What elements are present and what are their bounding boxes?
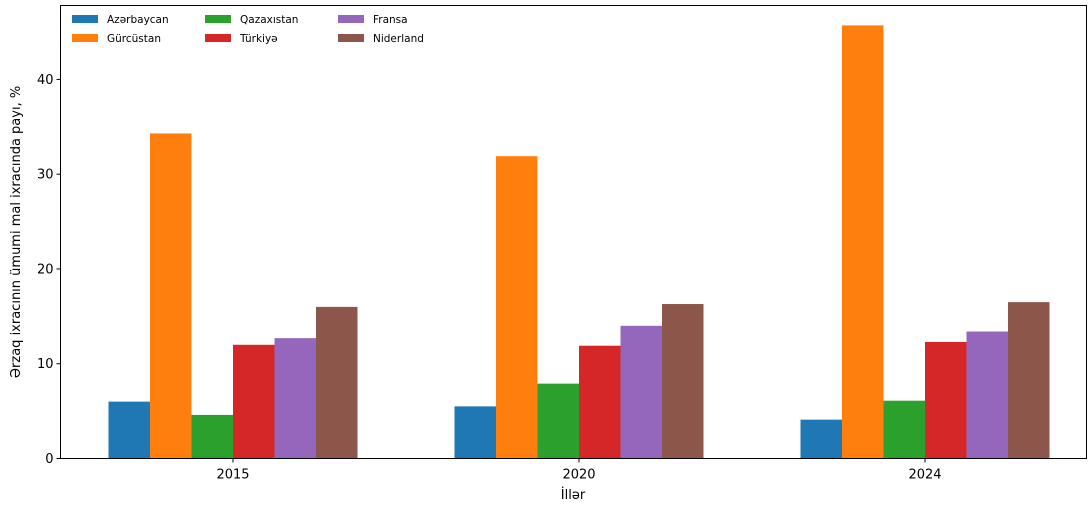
bar-niderland-2020 [662, 304, 704, 459]
bar-qazaxıstan-2024 [883, 400, 925, 459]
bar-türkiyə-2015 [233, 344, 275, 459]
bar-fransa-2015 [274, 338, 316, 459]
legend-label-niderland: Niderland [373, 33, 424, 45]
x-tick-label: 2024 [908, 468, 941, 483]
y-axis-label: Ərzaq ixracının ümumi mal ixracında payı… [9, 86, 24, 378]
legend-swatch-azərbaycan [72, 15, 98, 23]
bar-fransa-2020 [620, 325, 662, 459]
legend-swatch-qazaxıstan [205, 15, 231, 23]
bar-gürcüstan-2020 [496, 156, 538, 459]
legend-swatch-niderland [338, 34, 364, 42]
bar-niderland-2015 [316, 306, 358, 459]
bar-qazaxıstan-2015 [191, 414, 233, 459]
legend-label-qazaxıstan: Qazaxıstan [240, 14, 298, 26]
bar-gürcüstan-2015 [150, 133, 192, 459]
y-tick-label: 40 [37, 73, 54, 88]
legend-label-fransa: Fransa [373, 14, 408, 26]
y-tick-label: 0 [45, 452, 53, 467]
x-axis: 2015 2020 2024 [216, 458, 942, 483]
bars-layer [108, 25, 1050, 459]
bar-azərbaycan-2024 [800, 419, 842, 459]
x-axis-label: İllər [561, 487, 586, 503]
bar-gürcüstan-2024 [842, 25, 884, 459]
plot-frame [60, 5, 1087, 459]
y-tick-label: 20 [37, 262, 54, 277]
legend-swatch-gürcüstan [72, 34, 98, 42]
bar-fransa-2024 [966, 331, 1008, 459]
bar-qazaxıstan-2020 [537, 383, 579, 459]
legend-label-azərbaycan: Azərbaycan [107, 14, 169, 26]
legend-swatch-türkiyə [205, 34, 231, 42]
x-tick-label: 2015 [216, 468, 249, 483]
legend: Azərbaycan Gürcüstan Qazaxıstan Türkiyə Fran… [72, 14, 424, 45]
y-tick-label: 30 [37, 168, 54, 183]
x-tick-label: 2020 [562, 468, 595, 483]
bar-niderland-2024 [1008, 302, 1050, 459]
bar-azərbaycan-2015 [108, 401, 150, 459]
legend-label-gürcüstan: Gürcüstan [107, 33, 161, 45]
bar-azərbaycan-2020 [454, 406, 496, 459]
y-axis: 0 10 20 30 40 [37, 73, 61, 467]
y-tick-label: 10 [37, 357, 54, 372]
legend-label-türkiyə: Türkiyə [239, 33, 278, 45]
bar-türkiyə-2020 [579, 345, 621, 459]
legend-swatch-fransa [338, 15, 364, 23]
bar-türkiyə-2024 [925, 341, 967, 459]
